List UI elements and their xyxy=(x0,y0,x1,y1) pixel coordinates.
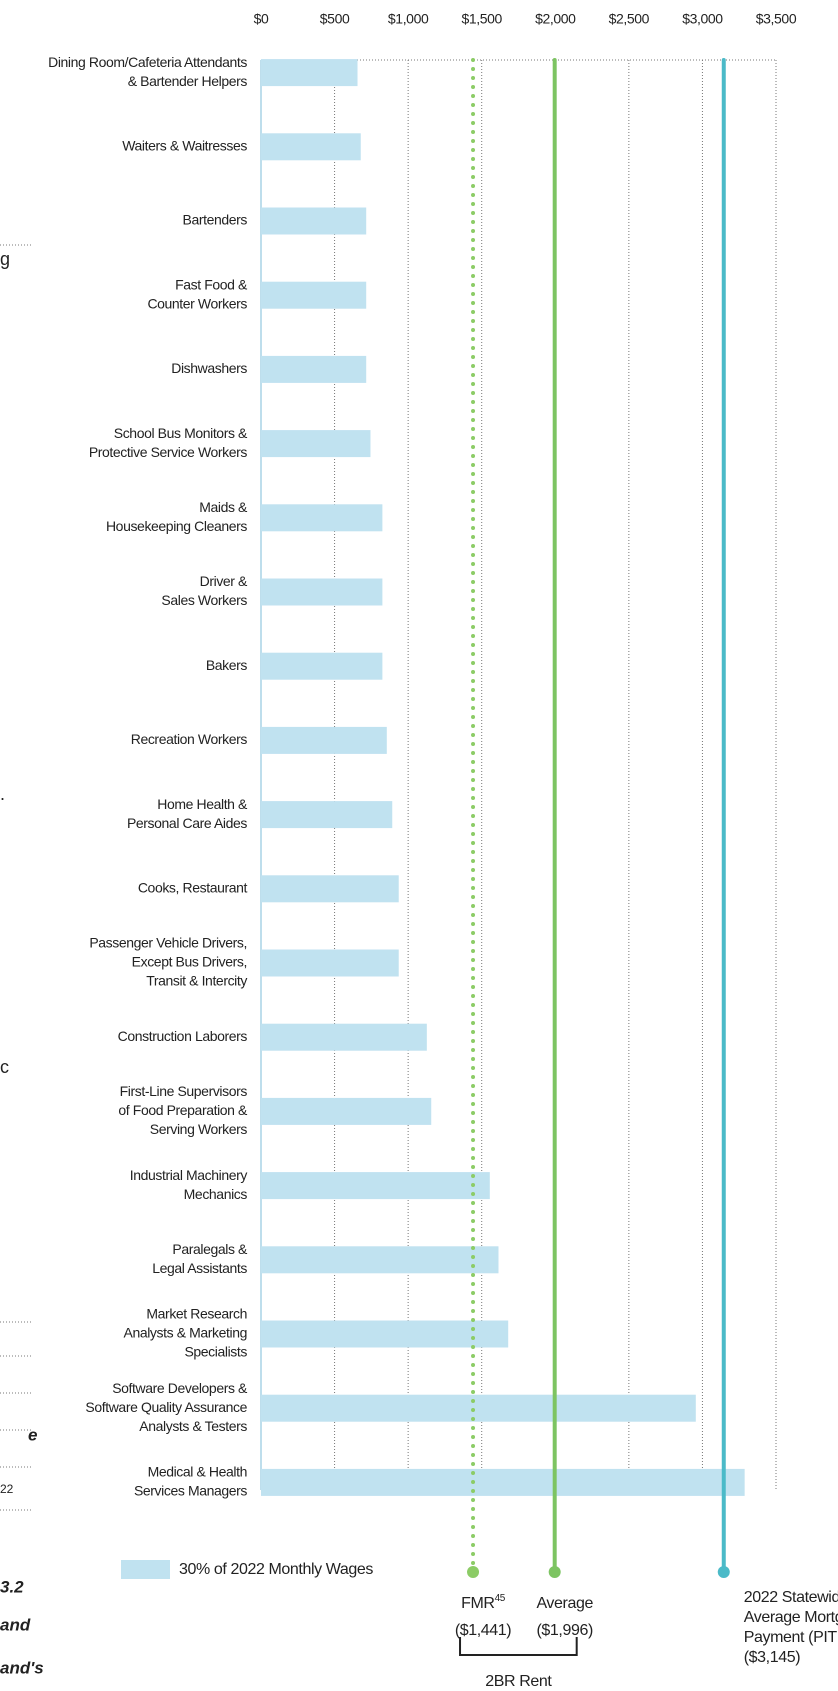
category-label: Analysts & Testers xyxy=(139,1418,247,1434)
category-label: Software Developers & xyxy=(112,1380,248,1396)
category-label: Fast Food & xyxy=(175,276,248,292)
bar xyxy=(261,875,399,903)
category-label: Medical & Health xyxy=(148,1464,247,1480)
reference-value: ($1,441) xyxy=(455,1622,511,1639)
reference-name: Payment (PITI) xyxy=(744,1629,838,1646)
x-tick-label: $2,000 xyxy=(535,11,576,27)
category-label: & Bartender Helpers xyxy=(128,73,248,89)
bar xyxy=(261,949,399,977)
bar xyxy=(261,1468,745,1496)
category-label: Waiters & Waitresses xyxy=(122,138,247,154)
bar xyxy=(261,355,367,383)
category-label: Sales Workers xyxy=(161,592,247,608)
left-fragment: and xyxy=(0,1615,31,1634)
category-label: Serving Workers xyxy=(150,1121,248,1137)
reference-value: ($1,996) xyxy=(536,1622,592,1639)
category-label: Software Quality Assurance xyxy=(85,1399,247,1415)
category-label: Housekeeping Cleaners xyxy=(106,518,247,534)
reference-dot xyxy=(548,1566,561,1578)
reference-value: ($3,145) xyxy=(744,1649,800,1666)
category-label: Construction Laborers xyxy=(118,1028,248,1044)
reference-name-text: FMR xyxy=(461,1595,494,1612)
reference-name-text: Payment (PITI) xyxy=(744,1629,838,1646)
bar xyxy=(261,1320,509,1348)
bracket xyxy=(459,1637,578,1656)
bar xyxy=(261,207,367,235)
x-tick-label: $1,500 xyxy=(462,11,503,27)
category-label: Recreation Workers xyxy=(131,731,248,747)
category-label: Passenger Vehicle Drivers, xyxy=(89,935,247,951)
category-label: Bartenders xyxy=(183,212,248,228)
bar xyxy=(261,726,387,754)
category-label: Legal Assistants xyxy=(152,1260,247,1276)
x-tick-label: $3,500 xyxy=(756,11,797,27)
category-label: Bakers xyxy=(206,657,248,673)
x-tick-label: $3,000 xyxy=(682,11,723,27)
bar xyxy=(261,652,383,680)
left-fragment: e xyxy=(28,1425,37,1444)
bar xyxy=(261,1097,432,1125)
category-label: Services Managers xyxy=(134,1483,247,1499)
reference-name-text: Average xyxy=(536,1595,593,1612)
bar xyxy=(261,430,371,458)
category-label: Driver & xyxy=(200,573,248,589)
footnote: 45 xyxy=(495,1593,506,1604)
reference-name: Average Mortgage xyxy=(744,1609,838,1626)
left-fragment: g xyxy=(0,249,10,269)
reference-name-text: Average Mortgage xyxy=(744,1609,838,1626)
left-fragment: . xyxy=(0,784,5,804)
bar xyxy=(261,59,358,87)
category-label: Home Health & xyxy=(157,796,248,812)
legend-label: 30% of 2022 Monthly Wages xyxy=(179,1561,373,1578)
category-label: Dining Room/Cafeteria Attendants xyxy=(48,54,247,70)
bar xyxy=(261,1172,490,1200)
x-tick-label: $0 xyxy=(254,11,269,27)
category-label: Paralegals & xyxy=(172,1241,248,1257)
category-label: Dishwashers xyxy=(171,360,247,376)
category-label: Cooks, Restaurant xyxy=(138,880,248,896)
bar xyxy=(261,133,361,161)
category-label: Mechanics xyxy=(184,1186,248,1202)
x-tick-label: $500 xyxy=(320,11,350,27)
category-label: of Food Preparation & xyxy=(118,1102,248,1118)
bar xyxy=(261,1246,499,1274)
legend-swatch xyxy=(121,1560,170,1579)
category-label: Counter Workers xyxy=(147,295,247,311)
bar xyxy=(261,801,393,829)
category-label: Maids & xyxy=(199,499,248,515)
bar xyxy=(261,504,383,532)
x-tick-label: $2,500 xyxy=(609,11,650,27)
category-label: School Bus Monitors & xyxy=(114,425,248,441)
bar xyxy=(261,578,383,606)
category-label: Except Bus Drivers, xyxy=(132,954,247,970)
reference-name: 2022 Statewide xyxy=(744,1589,838,1606)
x-tick-label: $1,000 xyxy=(388,11,429,27)
left-fragment: 3.2 xyxy=(0,1577,24,1596)
category-label: First-Line Supervisors xyxy=(120,1083,248,1099)
category-label: Analysts & Marketing xyxy=(124,1325,248,1341)
category-label: Personal Care Aides xyxy=(127,815,247,831)
category-label: Market Research xyxy=(146,1306,247,1322)
reference-name: Average xyxy=(536,1595,593,1612)
reference-name-text: 2022 Statewide xyxy=(744,1589,838,1606)
reference-dot xyxy=(717,1566,730,1578)
bar xyxy=(261,1394,696,1422)
group-label: 2BR Rent xyxy=(485,1673,552,1690)
reference-dot xyxy=(467,1566,480,1578)
reference-name: FMR45 xyxy=(461,1593,506,1613)
left-fragment: and's xyxy=(0,1658,44,1677)
left-fragment: 22 xyxy=(0,1482,14,1496)
bar xyxy=(261,1023,427,1051)
category-label: Specialists xyxy=(184,1344,247,1360)
category-label: Industrial Machinery xyxy=(130,1167,248,1183)
bar xyxy=(261,281,367,309)
category-label: Protective Service Workers xyxy=(89,444,248,460)
left-fragment: c xyxy=(0,1057,9,1077)
category-label: Transit & Intercity xyxy=(146,973,247,989)
